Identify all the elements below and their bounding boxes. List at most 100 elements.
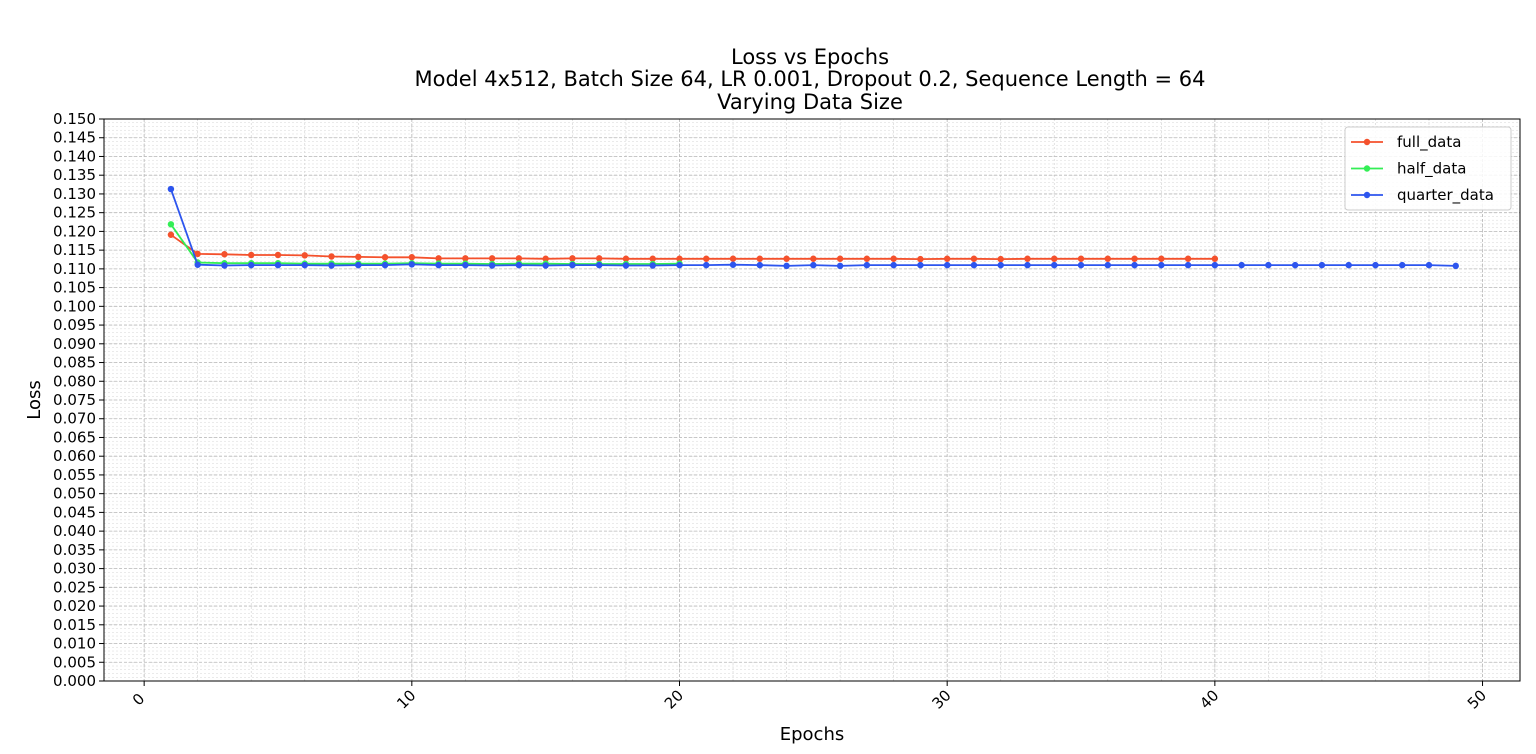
y-tick-label: 0.090: [53, 335, 96, 353]
point-quarter_data: [274, 261, 282, 269]
y-tick-label: 0.145: [53, 129, 96, 147]
y-tick-label: 0.150: [53, 110, 96, 128]
major-grid: [104, 118, 1520, 682]
y-tick-label: 0.095: [53, 316, 96, 334]
point-full_data: [1211, 255, 1219, 262]
point-quarter_data: [328, 262, 335, 269]
y-tick-label: 0.130: [53, 185, 96, 203]
y-tick-label: 0.005: [53, 653, 96, 671]
point-full_data: [1158, 255, 1165, 262]
chart-title: Loss vs Epochs: [731, 45, 889, 69]
point-quarter_data: [408, 261, 416, 268]
point-full_data: [1051, 255, 1058, 262]
point-full_data: [221, 251, 228, 258]
point-quarter_data: [435, 261, 442, 269]
legend-box: [1344, 126, 1512, 211]
point-quarter_data: [1184, 261, 1192, 269]
y-tick-label: 0.105: [53, 279, 96, 297]
point-full_data: [248, 251, 255, 259]
point-quarter_data: [729, 261, 737, 268]
point-full_data: [917, 255, 924, 263]
legend-label: quarter_data: [1397, 186, 1494, 205]
point-quarter_data: [221, 262, 228, 269]
y-tick-label: 0.140: [53, 147, 96, 165]
point-quarter_data: [810, 261, 817, 269]
point-quarter_data: [355, 261, 362, 269]
point-quarter_data: [997, 261, 1004, 269]
point-quarter_data: [1077, 261, 1085, 269]
point-full_data: [167, 231, 175, 238]
point-full_data: [435, 255, 442, 262]
y-tick-label: 0.015: [53, 616, 96, 634]
point-quarter_data: [1452, 262, 1459, 270]
point-full_data: [1184, 255, 1192, 262]
point-quarter_data: [1318, 261, 1326, 269]
chart-subtitle-line-2: Varying Data Size: [717, 90, 903, 114]
y-tick-label: 0.035: [53, 541, 96, 559]
point-full_data: [355, 253, 362, 261]
point-full_data: [1104, 255, 1111, 262]
point-full_data: [328, 253, 335, 260]
point-full_data: [649, 255, 656, 262]
point-full_data: [595, 255, 603, 262]
point-full_data: [810, 255, 817, 262]
legend: full_data half_data quarter_data: [1344, 126, 1512, 211]
y-tick-label: 0.125: [53, 204, 96, 222]
point-full_data: [676, 255, 683, 262]
point-full_data: [943, 255, 951, 262]
point-quarter_data: [1104, 261, 1111, 269]
point-full_data: [301, 252, 308, 259]
point-quarter_data: [1291, 261, 1299, 269]
series-line-full_data: [170, 234, 1215, 261]
point-full_data: [970, 255, 978, 262]
y-tick-label: 0.080: [53, 372, 96, 390]
point-quarter_data: [542, 262, 549, 269]
point-full_data: [1024, 255, 1031, 262]
point-quarter_data: [167, 185, 175, 193]
point-quarter_data: [676, 261, 683, 269]
point-quarter_data: [1238, 261, 1245, 269]
point-full_data: [462, 255, 469, 262]
point-quarter_data: [381, 261, 389, 269]
y-tick-label: 0.075: [53, 391, 96, 409]
point-quarter_data: [1265, 261, 1272, 269]
point-quarter_data: [1399, 261, 1406, 269]
y-tick-label: 0.085: [53, 354, 96, 372]
point-full_data: [515, 255, 523, 262]
point-quarter_data: [515, 261, 523, 269]
point-full_data: [836, 255, 844, 262]
point-quarter_data: [1372, 261, 1379, 269]
point-quarter_data: [622, 262, 630, 269]
legend-swatch-marker: [1363, 191, 1371, 199]
y-tick-label: 0.010: [53, 635, 96, 653]
point-full_data: [569, 255, 576, 262]
y-tick-label: 0.055: [53, 466, 96, 484]
point-full_data: [488, 255, 496, 262]
point-full_data: [1131, 255, 1138, 262]
x-axis-label: Epochs: [780, 724, 845, 745]
y-tick-label: 0.025: [53, 578, 96, 596]
y-tick-label: 0.050: [53, 485, 96, 503]
point-full_data: [997, 255, 1004, 263]
legend-label: full_data: [1397, 133, 1461, 152]
point-quarter_data: [756, 261, 764, 269]
point-quarter_data: [863, 261, 871, 269]
point-full_data: [274, 251, 282, 259]
point-quarter_data: [1425, 261, 1433, 269]
point-full_data: [863, 255, 871, 262]
point-quarter_data: [488, 262, 496, 269]
point-quarter_data: [890, 261, 897, 269]
point-quarter_data: [943, 261, 951, 269]
y-tick-label: 0.065: [53, 428, 96, 446]
y-tick-label: 0.115: [53, 241, 96, 259]
point-half_data: [167, 221, 175, 228]
legend-swatch-marker: [1363, 138, 1371, 146]
series-line-half_data: [170, 223, 680, 265]
y-tick-label: 0.000: [53, 672, 96, 690]
y-tick-label: 0.100: [53, 297, 96, 315]
y-axis-label: Loss: [24, 380, 45, 419]
series-layer: [167, 185, 1459, 270]
y-tick-label: 0.135: [53, 166, 96, 184]
y-tick-label: 0.040: [53, 522, 96, 540]
point-full_data: [890, 255, 897, 262]
